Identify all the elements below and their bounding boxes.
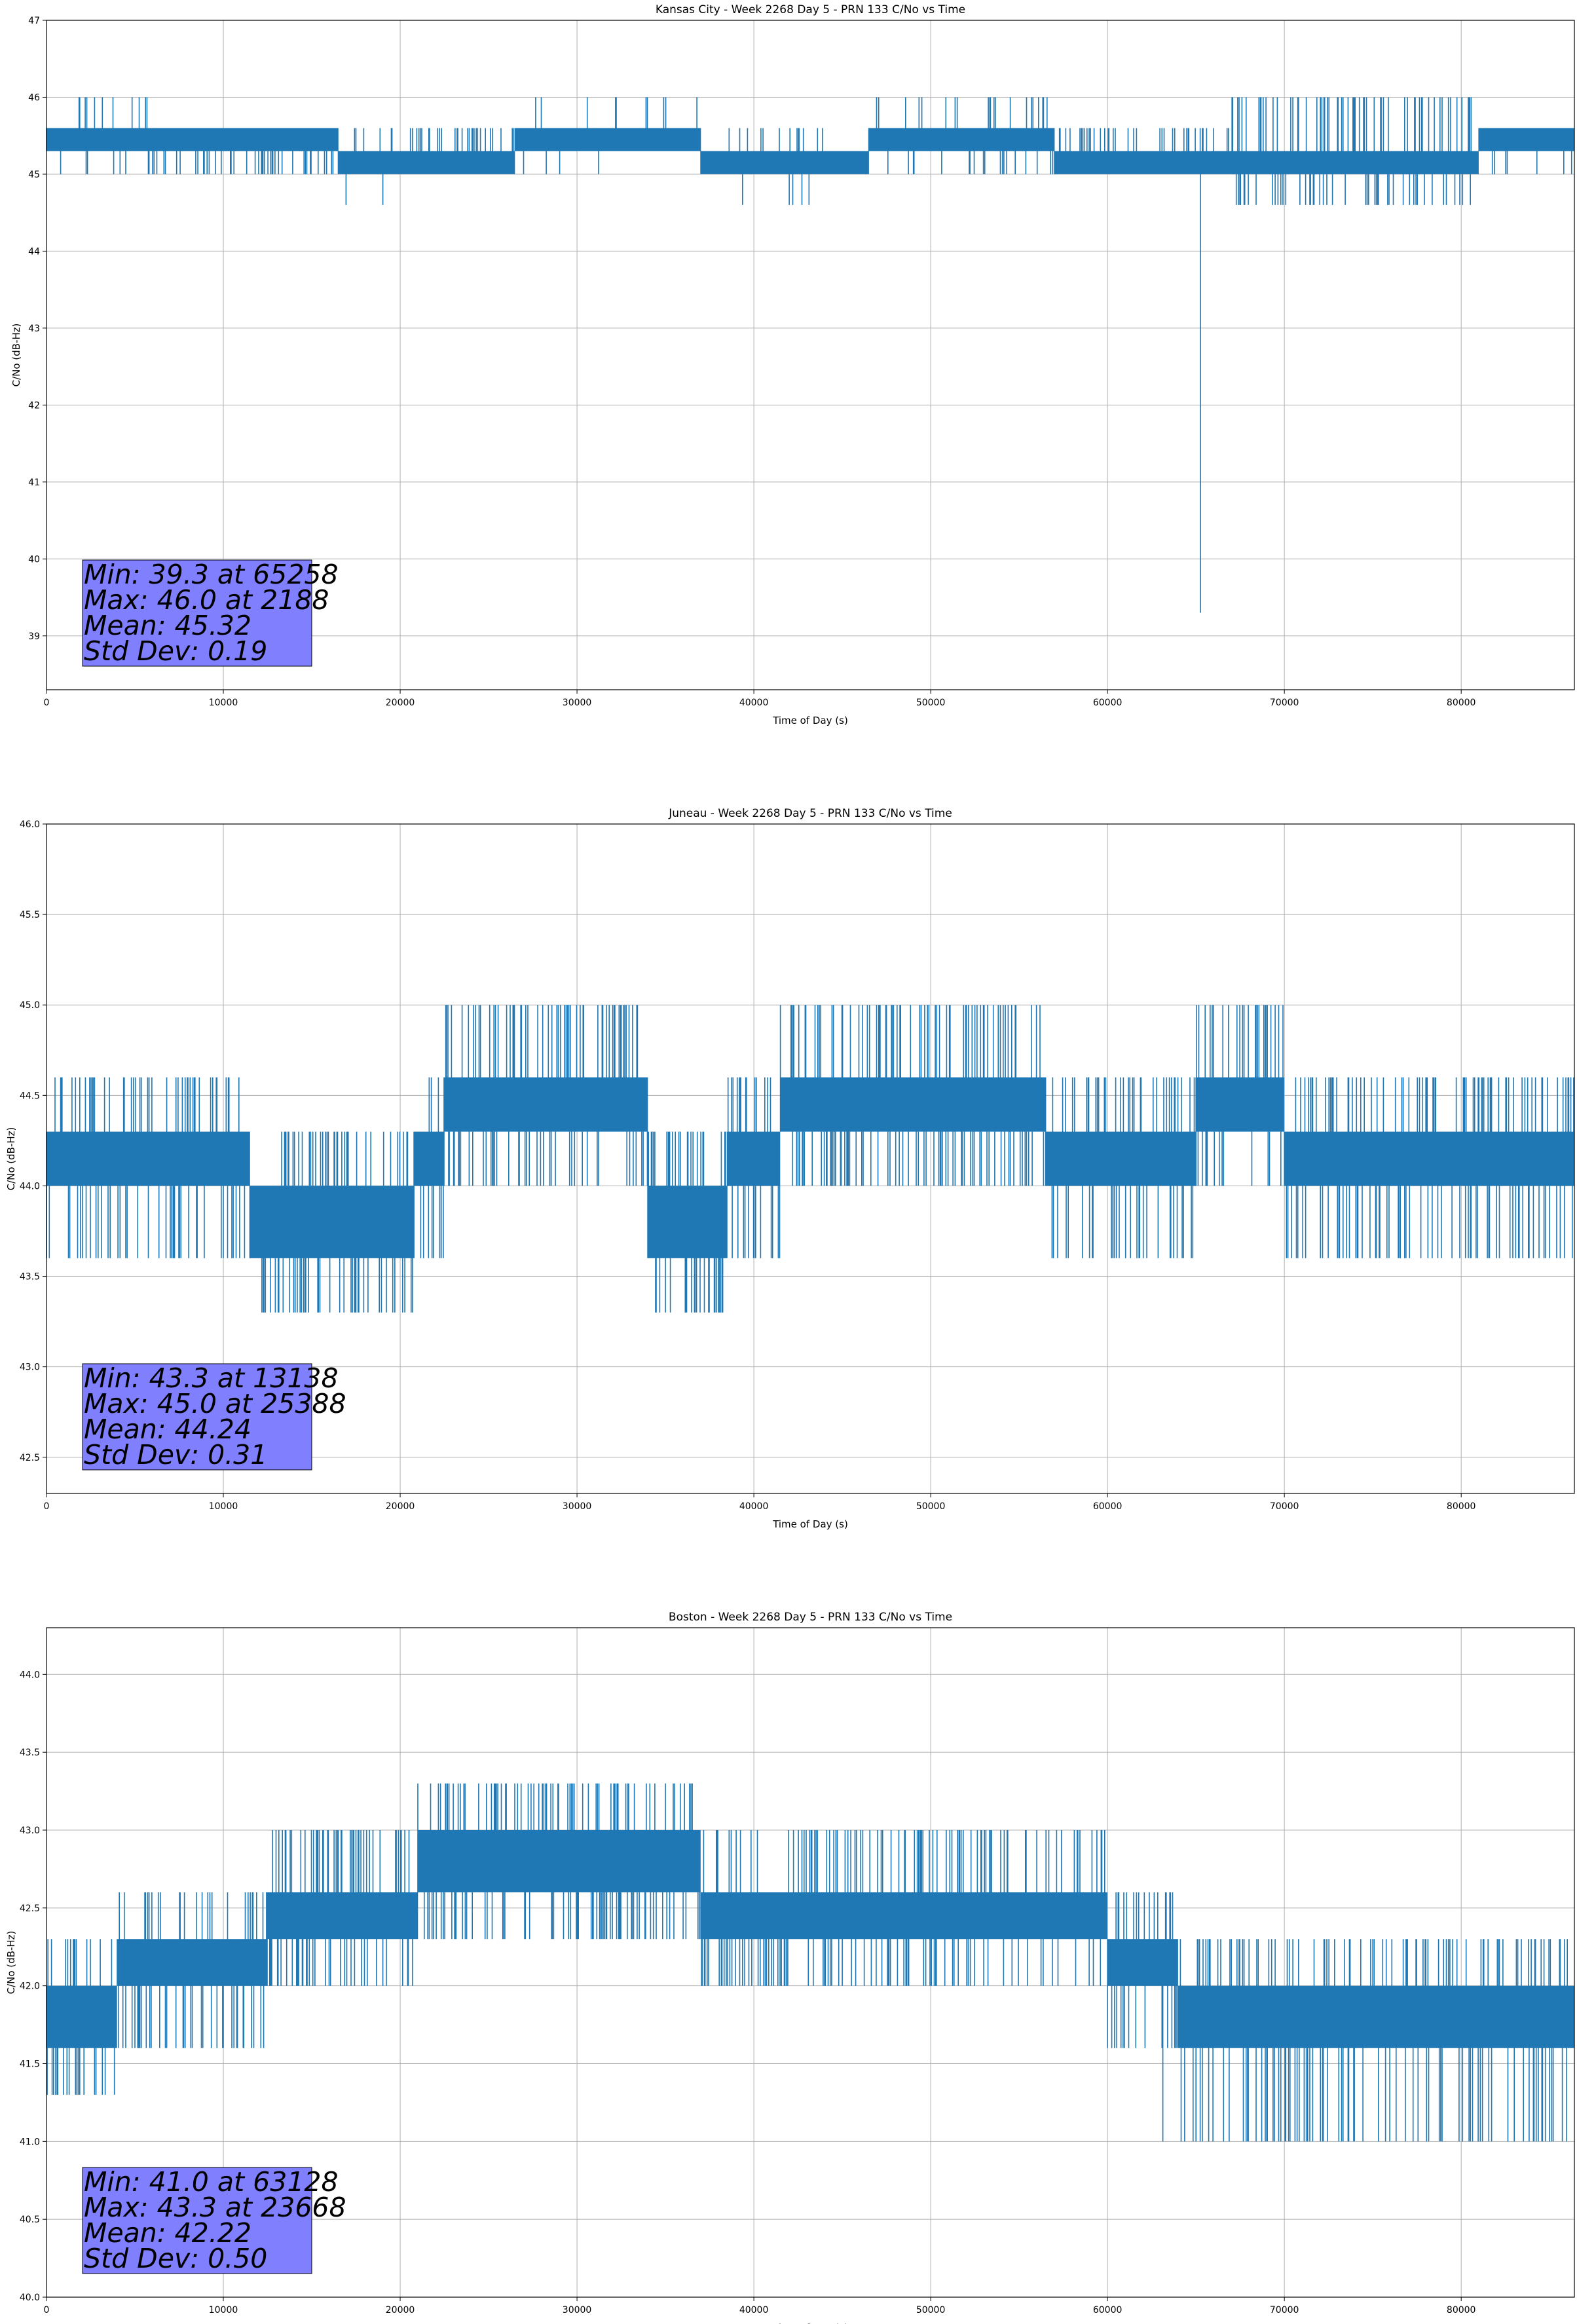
y-tick-label: 44 xyxy=(28,246,40,257)
y-tick-label: 43 xyxy=(28,324,40,334)
axes-frame xyxy=(46,823,1575,1494)
y-axis-label: C/No (dB-Hz) xyxy=(5,1127,17,1191)
y-tick-label: 42.0 xyxy=(20,1981,40,1992)
y-tick-label: 41.0 xyxy=(20,2137,40,2147)
y-axis-label: C/No (dB-Hz) xyxy=(5,1931,17,1995)
stats-box-background xyxy=(82,1363,312,1471)
stats-std-dev: Std Dev: 0.31 xyxy=(84,1439,267,1471)
x-tick-label: 60000 xyxy=(1093,1501,1122,1512)
y-tick-label: 39 xyxy=(28,631,40,642)
y-tick-label: 42.5 xyxy=(20,1453,40,1463)
stats-mean: Mean: 44.24 xyxy=(84,1414,251,1445)
x-tick-label: 30000 xyxy=(563,698,592,708)
axes-frame xyxy=(46,20,1575,690)
x-axis-label: Time of Day (s) xyxy=(772,2322,848,2324)
chart-1: 0 10000 20000 30000 40000 50000 60000 70000 8000… xyxy=(10,3,1575,726)
x-tick-label: 70000 xyxy=(1270,698,1299,708)
y-tick-label: 40.5 xyxy=(20,2215,40,2225)
x-ticks: 0 10000 20000 30000 40000 50000 60000 70000 8000… xyxy=(44,1493,1476,1512)
x-axis-label: Time of Day (s) xyxy=(772,715,848,726)
x-tick-label: 0 xyxy=(44,2305,50,2315)
stats-max: Max: 43.3 at 23668 xyxy=(84,2192,346,2223)
x-tick-label: 70000 xyxy=(1270,2305,1299,2315)
x-tick-label: 10000 xyxy=(209,1501,238,1512)
y-axis-label: C/No (dB-Hz) xyxy=(10,324,22,387)
x-tick-label: 50000 xyxy=(916,2305,946,2315)
x-tick-label: 0 xyxy=(44,698,50,708)
stats-mean: Mean: 42.22 xyxy=(84,2217,251,2249)
y-tick-label: 46.0 xyxy=(20,819,40,830)
stats-box-background xyxy=(82,2167,312,2274)
x-tick-label: 10000 xyxy=(209,698,238,708)
x-tick-label: 50000 xyxy=(916,698,946,708)
y-tick-label: 43.5 xyxy=(20,1748,40,1758)
y-tick-label: 45.5 xyxy=(20,910,40,920)
x-tick-label: 80000 xyxy=(1447,698,1476,708)
y-tick-label: 42.5 xyxy=(20,1903,40,1914)
x-tick-label: 20000 xyxy=(386,2305,415,2315)
x-tick-label: 40000 xyxy=(739,1501,769,1512)
y-tick-label: 47 xyxy=(28,16,40,26)
y-ticks: 42.5 43.0 43.5 44.0 44.5 45.0 45.5 46.0 xyxy=(20,819,46,1463)
y-tick-label: 42 xyxy=(28,400,40,411)
x-tick-label: 60000 xyxy=(1093,2305,1122,2315)
y-tick-label: 44.5 xyxy=(20,1091,40,1101)
stats-min: Min: 39.3 at 65258 xyxy=(84,559,339,590)
stats-mean: Mean: 45.32 xyxy=(84,610,251,641)
stats-min: Min: 43.3 at 13138 xyxy=(84,1362,339,1394)
y-tick-label: 44.0 xyxy=(20,1670,40,1680)
x-tick-label: 0 xyxy=(44,1501,50,1512)
y-tick-label: 40.0 xyxy=(20,2293,40,2303)
y-tick-label: 40 xyxy=(28,554,40,565)
stats-std-dev: Std Dev: 0.19 xyxy=(84,635,267,667)
x-tick-label: 70000 xyxy=(1270,1501,1299,1512)
chart-3: 0 10000 20000 30000 40000 50000 60000 70000 8000… xyxy=(5,1611,1575,2324)
y-ticks: 39 40 41 42 43 44 45 46 47 xyxy=(28,16,46,642)
x-axis-label: Time of Day (s) xyxy=(772,1518,848,1530)
y-tick-label: 41 xyxy=(28,478,40,488)
y-tick-label: 43.5 xyxy=(20,1272,40,1283)
x-tick-label: 80000 xyxy=(1447,1501,1476,1512)
stats-max: Max: 46.0 at 2188 xyxy=(84,584,329,616)
stats-max: Max: 45.0 at 25388 xyxy=(84,1388,346,1419)
y-tick-label: 41.5 xyxy=(20,2059,40,2069)
data-series-line xyxy=(46,97,1574,613)
stats-min: Min: 41.0 at 63128 xyxy=(84,2166,339,2198)
x-tick-label: 60000 xyxy=(1093,698,1122,708)
y-tick-label: 44.0 xyxy=(20,1181,40,1191)
y-tick-label: 45.0 xyxy=(20,1000,40,1011)
x-tick-label: 80000 xyxy=(1447,2305,1476,2315)
x-tick-label: 30000 xyxy=(563,2305,592,2315)
chart-title: Boston - Week 2268 Day 5 - PRN 133 C/No … xyxy=(669,1611,952,1624)
x-ticks: 0 10000 20000 30000 40000 50000 60000 70000 8000… xyxy=(44,2297,1476,2315)
y-tick-label: 43.0 xyxy=(20,1826,40,1836)
x-tick-label: 20000 xyxy=(386,698,415,708)
y-tick-label: 45 xyxy=(28,170,40,180)
chart-2: 0 10000 20000 30000 40000 50000 60000 70000 8000… xyxy=(5,807,1575,1530)
x-tick-label: 10000 xyxy=(209,2305,238,2315)
axes-frame xyxy=(46,1627,1575,2298)
chart-title: Kansas City - Week 2268 Day 5 - PRN 133 … xyxy=(656,3,965,16)
chart-title: Juneau - Week 2268 Day 5 - PRN 133 C/No … xyxy=(668,807,952,820)
data-series-line xyxy=(46,1783,1574,2142)
stats-box-background xyxy=(82,559,312,667)
x-ticks: 0 10000 20000 30000 40000 50000 60000 70000 8000… xyxy=(44,690,1476,708)
x-tick-label: 50000 xyxy=(916,1501,946,1512)
y-tick-label: 43.0 xyxy=(20,1362,40,1373)
x-tick-label: 40000 xyxy=(739,2305,769,2315)
x-tick-label: 40000 xyxy=(739,698,769,708)
y-tick-label: 46 xyxy=(28,92,40,103)
stats-std-dev: Std Dev: 0.50 xyxy=(84,2243,267,2274)
x-tick-label: 30000 xyxy=(563,1501,592,1512)
data-series-line xyxy=(46,1005,1574,1313)
y-ticks: 40.0 40.5 41.0 41.5 42.0 42.5 43.0 43.5 44.0 xyxy=(20,1670,46,2303)
x-tick-label: 20000 xyxy=(386,1501,415,1512)
